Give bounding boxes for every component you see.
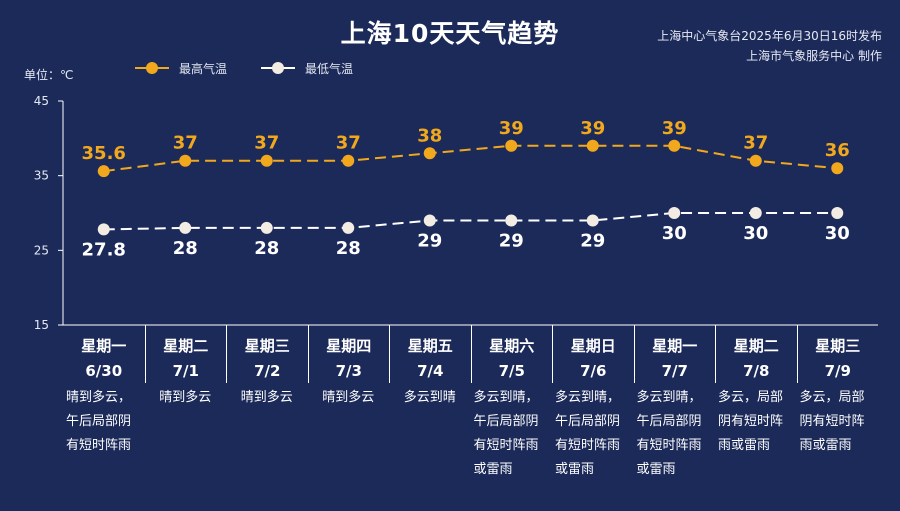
day-cell: 星期一 7/7 [633, 325, 716, 383]
high-temp-label: 39 [499, 118, 524, 139]
weather-description: 晴到多云 [240, 390, 293, 405]
weekday-label: 星期三 [815, 337, 861, 355]
weekday-label: 星期一 [81, 337, 127, 355]
low-temp-point [97, 223, 110, 236]
high-temp-point [668, 139, 681, 152]
day-cell: 星期三 7/9 [796, 325, 879, 383]
low-temp-point [831, 207, 844, 219]
low-temp-label: 27.8 [82, 239, 126, 260]
low-temp-label: 28 [336, 238, 361, 259]
date-label: 7/5 [498, 362, 525, 380]
y-tick-label: 15 [34, 318, 49, 332]
legend-low-label: 最低气温 [305, 61, 354, 76]
weather-description: 晴到多云 [322, 390, 375, 405]
low-temp-label: 29 [499, 230, 524, 251]
legend-item-high: 最高气温 [135, 58, 227, 78]
day-cell: 星期日 7/6 [552, 325, 634, 383]
day-cell: 星期六 7/5 [470, 325, 553, 383]
high-temp-line [103, 144, 838, 173]
page-title: 上海10天天气趋势 [340, 19, 560, 48]
low-temp-label: 30 [743, 223, 768, 244]
weather-description: 多云到晴， 午后局部阴 有短时阵雨 或雷雨 [636, 390, 702, 477]
legend-item-low: 最低气温 [261, 58, 353, 78]
low-temp-label: 30 [825, 223, 850, 244]
high-temp-point [749, 154, 762, 167]
weather-description: 晴到多云 [159, 390, 212, 405]
legend-low-marker [261, 62, 296, 74]
weekday-label: 星期二 [163, 337, 209, 355]
low-temp-label: 28 [173, 238, 198, 259]
high-temp-label: 38 [417, 125, 442, 146]
low-temp-line [103, 212, 838, 231]
weekday-label: 星期五 [407, 337, 453, 355]
high-temp-point [97, 165, 110, 178]
low-temp-label: 30 [662, 223, 687, 244]
chart-legend: 最高气温 最低气温 [135, 58, 387, 78]
day-cell: 星期五 7/4 [389, 325, 471, 383]
publish-line-1: 上海中心气象台2025年6月30日16时发布 [657, 29, 882, 43]
date-label: 6/30 [85, 362, 123, 380]
high-temp-point [831, 162, 844, 175]
y-tick-label: 35 [34, 169, 49, 183]
low-temp-point [668, 207, 681, 219]
high-temp-label: 37 [254, 133, 279, 154]
day-cell: 星期四 7/3 [307, 325, 390, 383]
low-temp-point [260, 221, 273, 234]
high-temp-label: 37 [743, 133, 768, 154]
date-label: 7/8 [743, 362, 770, 380]
low-temp-point [749, 207, 762, 219]
low-temp-point [342, 221, 355, 234]
high-temp-point [260, 154, 273, 167]
weather-description: 多云到晴， 午后局部阴 有短时阵雨 或雷雨 [555, 390, 621, 477]
day-cell: 星期一 6/30 [63, 325, 145, 383]
high-temp-label: 35.6 [82, 143, 126, 164]
low-temp-label: 28 [254, 238, 279, 259]
low-temp-point [505, 214, 518, 227]
weekday-label: 星期二 [733, 337, 779, 355]
date-label: 7/7 [661, 362, 688, 380]
low-temp-label: 29 [417, 230, 442, 251]
high-temp-label: 37 [173, 133, 198, 154]
weather-description: 多云，局部 阴有短时阵 雨或雷雨 [718, 390, 784, 453]
weather-description: 多云到晴 [403, 390, 456, 405]
weekday-label: 星期一 [652, 337, 698, 355]
date-label: 7/6 [580, 362, 607, 380]
weekday-label: 星期四 [326, 337, 372, 355]
date-label: 7/2 [254, 362, 281, 380]
high-temp-point [423, 147, 436, 160]
high-temp-label: 39 [580, 118, 605, 139]
high-temp-point [179, 154, 192, 167]
y-tick-label: 45 [34, 94, 49, 108]
high-temp-label: 37 [336, 133, 361, 154]
weather-description: 晴到多云， 午后局部阴 有短时阵雨 [66, 390, 132, 453]
weekday-label: 星期六 [489, 337, 535, 355]
low-temp-point [179, 221, 192, 234]
legend-high-label: 最高气温 [179, 61, 228, 76]
low-temp-label: 29 [580, 230, 605, 251]
day-cell: 星期二 7/1 [144, 325, 227, 383]
date-label: 7/3 [335, 362, 362, 380]
unit-label: 单位：℃ [24, 68, 74, 82]
date-label: 7/9 [824, 362, 851, 380]
publisher-info: 上海中心气象台2025年6月30日16时发布 上海市气象服务中心 制作 [657, 26, 882, 66]
low-temp-point [423, 214, 436, 227]
high-temp-point [505, 139, 518, 152]
high-temp-label: 36 [825, 140, 850, 161]
day-cell: 星期二 7/8 [715, 325, 797, 383]
high-temp-label: 39 [662, 118, 687, 139]
weekday-label: 星期日 [570, 337, 616, 355]
legend-high-marker [135, 62, 169, 74]
weekday-label: 星期三 [244, 337, 290, 355]
high-temp-point [342, 154, 355, 167]
date-label: 7/4 [417, 362, 444, 380]
weather-description: 多云到晴， 午后局部阴 有短时阵雨 或雷雨 [473, 390, 539, 477]
low-temp-point [586, 214, 599, 227]
y-tick-label: 25 [34, 243, 49, 257]
publish-line-2: 上海市气象服务中心 制作 [746, 49, 882, 63]
high-temp-point [586, 139, 599, 152]
weather-description: 多云，局部 阴有短时阵 雨或雷雨 [799, 390, 865, 453]
date-label: 7/1 [172, 362, 199, 380]
day-cell: 星期三 7/2 [226, 325, 308, 383]
